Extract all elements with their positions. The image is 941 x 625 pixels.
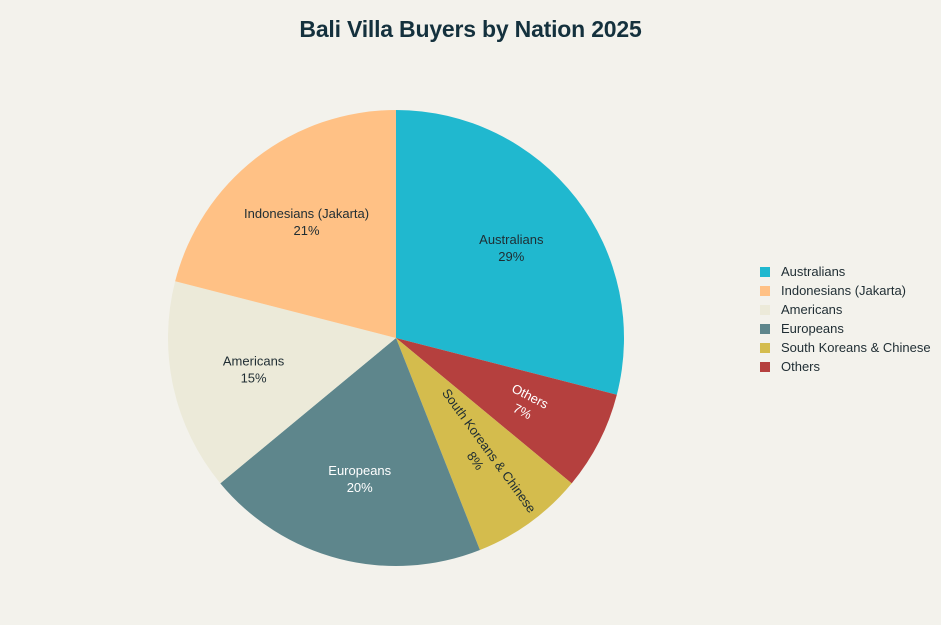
pie-slice-indonesians-jakarta (175, 110, 396, 338)
pie-slice-europeans (220, 338, 480, 567)
slice-value-label: 21% (294, 223, 320, 238)
chart-title: Bali Villa Buyers by Nation 2025 (299, 16, 642, 42)
slice-label-americans: Americans 15% (223, 353, 285, 385)
legend-label: Australians (781, 264, 846, 279)
legend-label: Others (781, 359, 821, 374)
pie-slice-others (396, 338, 617, 484)
legend-label: Americans (781, 302, 843, 317)
pie-slice-americans (167, 281, 396, 484)
legend-item-indonesians-jakarta[interactable]: Indonesians (Jakarta) (760, 281, 931, 300)
legend-item-south-koreans-chinese[interactable]: South Koreans & Chinese (760, 338, 931, 357)
slice-label-australians: Australians 29% (479, 232, 544, 264)
legend-item-americans[interactable]: Americans (760, 300, 931, 319)
legend-swatch (760, 266, 770, 277)
legend-swatch (760, 304, 770, 315)
slice-value-label: 29% (498, 249, 524, 264)
legend-swatch (760, 323, 770, 334)
legend-item-australians[interactable]: Australians (760, 262, 931, 281)
slice-name-label: Europeans (328, 463, 391, 478)
slice-label-indonesians-jakarta: Indonesians (Jakarta) 21% (244, 206, 369, 238)
slice-label-europeans: Europeans 20% (328, 463, 391, 495)
slice-value-label: 15% (241, 370, 267, 385)
pie-slice-south-koreans-chinese (396, 338, 572, 550)
legend-label: Europeans (781, 321, 844, 336)
legend-swatch (760, 285, 770, 296)
slice-name-label: Americans (223, 353, 285, 368)
chart-legend: Australians Indonesians (Jakarta) American… (760, 262, 931, 376)
slice-value-label: 20% (347, 480, 373, 495)
slice-name-label: Australians (479, 232, 544, 247)
legend-item-europeans[interactable]: Europeans (760, 319, 931, 338)
legend-label: South Koreans & Chinese (781, 340, 931, 355)
slice-name-label: Indonesians (Jakarta) (244, 206, 369, 221)
legend-label: Indonesians (Jakarta) (781, 283, 907, 298)
pie-slice-australians (396, 110, 625, 395)
legend-item-others[interactable]: Others (760, 357, 931, 376)
legend-swatch (760, 342, 770, 353)
legend-swatch (760, 361, 770, 372)
